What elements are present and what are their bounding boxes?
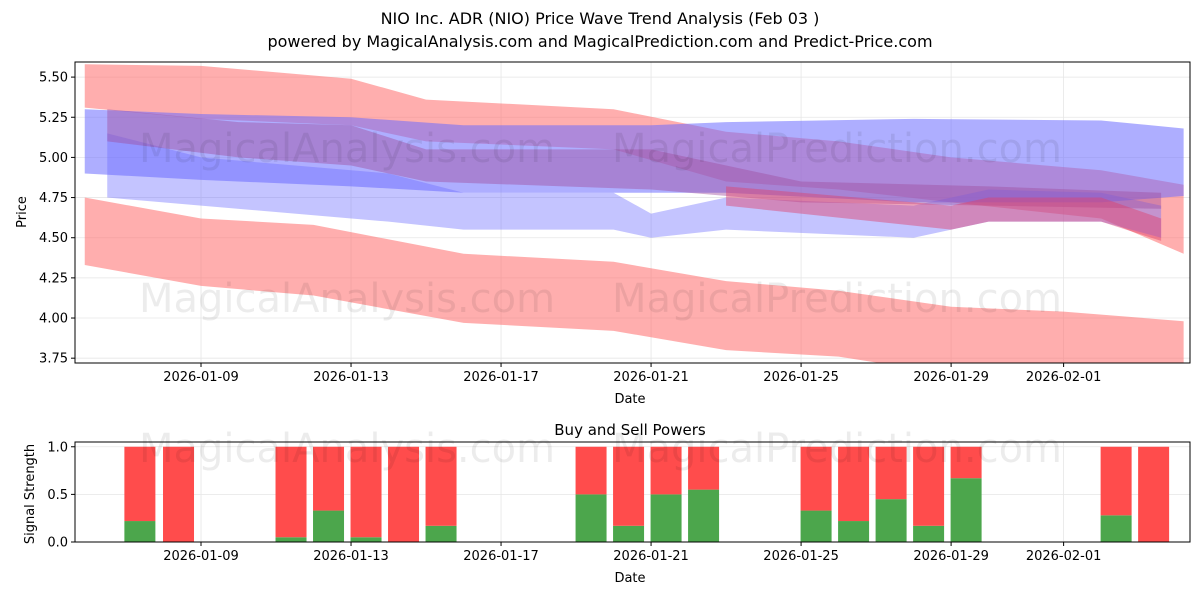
x-tick-label: 2026-01-25 — [763, 370, 839, 385]
buy-bar — [913, 525, 945, 542]
sell-bar — [613, 446, 645, 526]
band-purple-mid — [107, 109, 1162, 209]
buy-bar — [875, 499, 907, 542]
sell-bar — [425, 446, 457, 526]
y-tick-label: 0.5 — [47, 488, 68, 503]
x-tick-label: 2026-01-09 — [163, 370, 239, 385]
buy-bar — [425, 525, 457, 542]
x-tick-label: 2026-01-25 — [763, 549, 839, 564]
y-tick-label: 5.00 — [39, 151, 68, 166]
y-tick-label: 0.0 — [47, 536, 68, 551]
plot-area-1: 2026-01-09 2026-01-13 2026-01-17 2026-01-21… — [47, 426, 1191, 564]
y-tick-label: 4.75 — [39, 191, 68, 206]
sell-bar — [350, 446, 382, 538]
sell-bar — [875, 446, 907, 500]
buy-bar — [950, 478, 982, 542]
buy-bar — [613, 525, 645, 542]
y-tick-label: 3.75 — [39, 352, 68, 367]
plot-frame — [74, 441, 1191, 543]
sell-bar — [575, 446, 607, 495]
watermark-text: MagicalAnalysis.com — [139, 126, 555, 172]
sell-bar — [1100, 446, 1132, 516]
x-tick-label: 2026-01-09 — [163, 549, 239, 564]
plot-area-0: 2026-01-09 2026-01-13 2026-01-17 2026-01-21… — [39, 61, 1191, 385]
x-tick-label: 2026-01-13 — [313, 370, 389, 385]
band-red-lower — [84, 197, 1184, 363]
x-tick-label: 2026-02-01 — [1026, 370, 1102, 385]
x-tick-label: 2026-02-01 — [1026, 549, 1102, 564]
series-group — [124, 446, 1170, 542]
band-blue-mid — [107, 133, 1162, 238]
buy-bar — [650, 494, 682, 542]
sell-bar — [838, 446, 870, 522]
y-tick-label: 4.50 — [39, 231, 68, 246]
band-red-mid — [726, 186, 1162, 241]
x-tick-label: 2026-01-17 — [463, 549, 539, 564]
watermark-text: MagicalPrediction.com — [612, 426, 1062, 472]
buy-bar — [313, 510, 345, 542]
buy-bar — [124, 521, 156, 542]
price-xlabel: Date — [614, 392, 645, 407]
watermark-text: MagicalPrediction.com — [612, 276, 1062, 322]
x-tick-label: 2026-01-29 — [913, 549, 989, 564]
buy-bar — [575, 494, 607, 542]
x-tick-label: 2026-01-13 — [313, 549, 389, 564]
y-tick-label: 4.25 — [39, 271, 68, 286]
bar-ylabel: Signal Strength — [23, 444, 38, 544]
sell-bar — [163, 446, 195, 542]
y-tick-label: 1.0 — [47, 440, 68, 455]
bar-chart-title: Buy and Sell Powers — [554, 421, 706, 439]
plot-frame — [74, 61, 1191, 364]
sell-bar — [388, 446, 420, 542]
series-group — [84, 64, 1184, 363]
sell-bar — [913, 446, 945, 526]
sell-bar — [275, 446, 307, 538]
buy-bar — [800, 510, 832, 542]
y-tick-label: 5.50 — [39, 71, 68, 86]
bar-xlabel: Date — [614, 571, 645, 586]
buy-bar — [275, 537, 307, 542]
sell-bar — [313, 446, 345, 511]
watermark-text: MagicalPrediction.com — [612, 126, 1062, 172]
watermark-text: MagicalAnalysis.com — [139, 426, 555, 472]
x-tick-label: 2026-01-21 — [613, 549, 689, 564]
watermark-text: MagicalAnalysis.com — [139, 276, 555, 322]
buy-bar — [1100, 515, 1132, 542]
band-blue-upper — [84, 109, 1184, 203]
chart-subtitle: powered by MagicalAnalysis.com and Magic… — [267, 32, 933, 51]
price-ylabel: Price — [15, 196, 30, 228]
y-tick-label: 5.25 — [39, 111, 68, 126]
buy-bar — [688, 489, 720, 542]
chart-title: NIO Inc. ADR (NIO) Price Wave Trend Anal… — [380, 9, 820, 28]
buy-bar — [350, 537, 382, 542]
sell-bar — [688, 446, 720, 490]
buy-bar — [838, 521, 870, 542]
sell-bar — [950, 446, 982, 479]
sell-bar — [1138, 446, 1170, 542]
sell-bar — [650, 446, 682, 495]
sell-bar — [800, 446, 832, 511]
sell-bar — [124, 446, 156, 522]
y-tick-label: 4.00 — [39, 312, 68, 327]
x-tick-label: 2026-01-29 — [913, 370, 989, 385]
x-tick-label: 2026-01-17 — [463, 370, 539, 385]
band-red-upper — [84, 64, 1184, 254]
x-tick-label: 2026-01-21 — [613, 370, 689, 385]
